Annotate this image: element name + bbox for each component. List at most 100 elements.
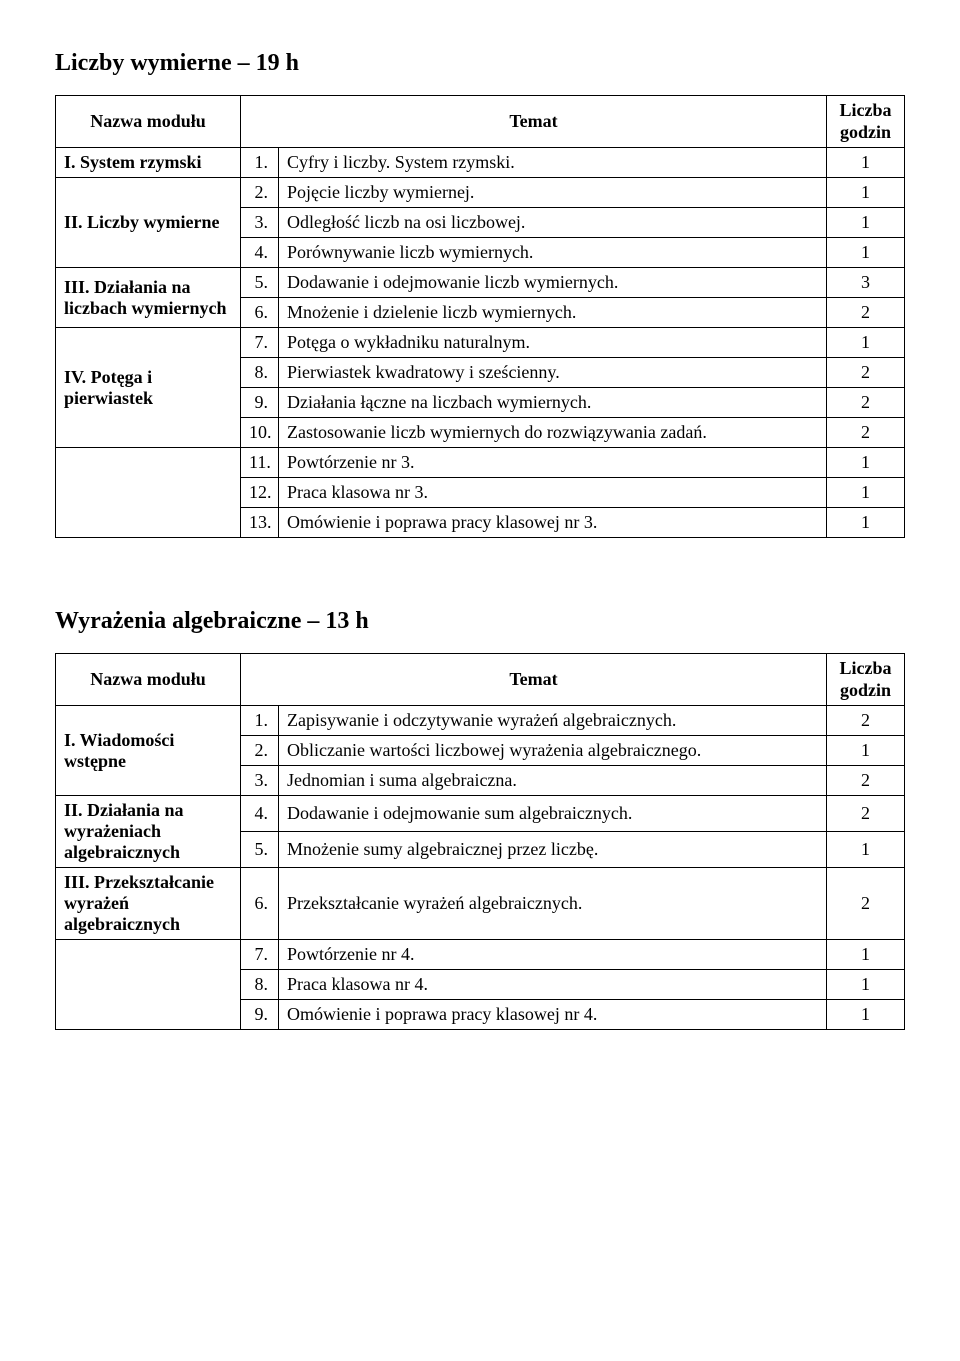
cell-module: III. Przekształcanie wyrażeń algebraiczn… [56, 868, 241, 940]
cell-hours: 1 [827, 238, 905, 268]
cell-module: I. System rzymski [56, 148, 241, 178]
section-1-title: Liczby wymierne – 19 h [55, 50, 905, 77]
cell-topic: Praca klasowa nr 4. [279, 970, 827, 1000]
cell-hours: 1 [827, 178, 905, 208]
cell-hours: 2 [827, 868, 905, 940]
cell-number: 8. [241, 358, 279, 388]
cell-hours: 2 [827, 706, 905, 736]
table-row: II. Liczby wymierne2.Pojęcie liczby wymi… [56, 178, 905, 208]
cell-number: 6. [241, 868, 279, 940]
cell-topic: Zastosowanie liczb wymiernych do rozwiąz… [279, 418, 827, 448]
cell-hours: 1 [827, 736, 905, 766]
cell-number: 3. [241, 766, 279, 796]
section-2-title: Wyrażenia algebraiczne – 13 h [55, 608, 905, 635]
cell-topic: Przekształcanie wyrażeń algebraicznych. [279, 868, 827, 940]
cell-topic: Odległość liczb na osi liczbowej. [279, 208, 827, 238]
th-module: Nazwa modułu [56, 654, 241, 706]
table-row: I. System rzymski1.Cyfry i liczby. Syste… [56, 148, 905, 178]
table-2-header-row: Nazwa modułu Temat Liczba godzin [56, 654, 905, 706]
cell-number: 5. [241, 268, 279, 298]
cell-hours: 1 [827, 940, 905, 970]
table-row: IV. Potęga i pierwiastek7.Potęga o wykła… [56, 328, 905, 358]
cell-topic: Cyfry i liczby. System rzymski. [279, 148, 827, 178]
cell-module: II. Liczby wymierne [56, 178, 241, 268]
cell-hours: 1 [827, 448, 905, 478]
cell-topic: Omówienie i poprawa pracy klasowej nr 4. [279, 1000, 827, 1030]
cell-number: 13. [241, 508, 279, 538]
table-row: 11.Powtórzenie nr 3.1 [56, 448, 905, 478]
cell-topic: Omówienie i poprawa pracy klasowej nr 3. [279, 508, 827, 538]
th-hours-l1: Liczba [840, 100, 892, 120]
cell-module [56, 448, 241, 538]
cell-hours: 1 [827, 478, 905, 508]
cell-number: 3. [241, 208, 279, 238]
cell-hours: 1 [827, 832, 905, 868]
cell-number: 6. [241, 298, 279, 328]
section-2: Wyrażenia algebraiczne – 13 h Nazwa modu… [55, 608, 905, 1030]
cell-hours: 1 [827, 148, 905, 178]
cell-topic: Powtórzenie nr 4. [279, 940, 827, 970]
th-hours-l2: godzin [840, 122, 891, 142]
cell-topic: Jednomian i suma algebraiczna. [279, 766, 827, 796]
cell-hours: 1 [827, 508, 905, 538]
section-1: Liczby wymierne – 19 h Nazwa modułu Tema… [55, 50, 905, 538]
table-1-header-row: Nazwa modułu Temat Liczba godzin [56, 96, 905, 148]
cell-topic: Mnożenie i dzielenie liczb wymiernych. [279, 298, 827, 328]
cell-topic: Zapisywanie i odczytywanie wyrażeń algeb… [279, 706, 827, 736]
cell-topic: Działania łączne na liczbach wymiernych. [279, 388, 827, 418]
cell-number: 7. [241, 940, 279, 970]
cell-topic: Dodawanie i odejmowanie sum algebraiczny… [279, 796, 827, 832]
cell-topic: Mnożenie sumy algebraicznej przez liczbę… [279, 832, 827, 868]
th-topic: Temat [241, 96, 827, 148]
cell-topic: Potęga o wykładniku naturalnym. [279, 328, 827, 358]
cell-number: 8. [241, 970, 279, 1000]
cell-topic: Praca klasowa nr 3. [279, 478, 827, 508]
cell-topic: Dodawanie i odejmowanie liczb wymiernych… [279, 268, 827, 298]
th-hours: Liczba godzin [827, 654, 905, 706]
table-2-body: I. Wiadomości wstępne1.Zapisywanie i odc… [56, 706, 905, 1030]
table-row: I. Wiadomości wstępne1.Zapisywanie i odc… [56, 706, 905, 736]
cell-hours: 1 [827, 970, 905, 1000]
cell-number: 4. [241, 238, 279, 268]
table-row: III. Działania na liczbach wymiernych5.D… [56, 268, 905, 298]
table-1-body: I. System rzymski1.Cyfry i liczby. Syste… [56, 148, 905, 538]
cell-module: III. Działania na liczbach wymiernych [56, 268, 241, 328]
cell-number: 9. [241, 388, 279, 418]
th-hours-l1: Liczba [840, 658, 892, 678]
table-row: III. Przekształcanie wyrażeń algebraiczn… [56, 868, 905, 940]
cell-module: IV. Potęga i pierwiastek [56, 328, 241, 448]
cell-number: 2. [241, 736, 279, 766]
cell-number: 10. [241, 418, 279, 448]
cell-module: I. Wiadomości wstępne [56, 706, 241, 796]
section-gap [55, 538, 905, 608]
cell-topic: Pierwiastek kwadratowy i sześcienny. [279, 358, 827, 388]
cell-hours: 2 [827, 418, 905, 448]
cell-hours: 1 [827, 328, 905, 358]
table-row: II. Działania na wyrażeniach algebraiczn… [56, 796, 905, 832]
th-topic: Temat [241, 654, 827, 706]
cell-number: 11. [241, 448, 279, 478]
th-hours: Liczba godzin [827, 96, 905, 148]
cell-hours: 2 [827, 358, 905, 388]
th-hours-l2: godzin [840, 680, 891, 700]
cell-number: 5. [241, 832, 279, 868]
cell-number: 9. [241, 1000, 279, 1030]
cell-number: 1. [241, 706, 279, 736]
th-module: Nazwa modułu [56, 96, 241, 148]
cell-hours: 2 [827, 766, 905, 796]
cell-topic: Powtórzenie nr 3. [279, 448, 827, 478]
cell-number: 2. [241, 178, 279, 208]
cell-number: 4. [241, 796, 279, 832]
cell-hours: 1 [827, 208, 905, 238]
cell-module: II. Działania na wyrażeniach algebraiczn… [56, 796, 241, 868]
cell-hours: 2 [827, 796, 905, 832]
table-2: Nazwa modułu Temat Liczba godzin I. Wiad… [55, 653, 905, 1030]
cell-topic: Obliczanie wartości liczbowej wyrażenia … [279, 736, 827, 766]
cell-module [56, 940, 241, 1030]
cell-number: 7. [241, 328, 279, 358]
table-1: Nazwa modułu Temat Liczba godzin I. Syst… [55, 95, 905, 538]
cell-topic: Porównywanie liczb wymiernych. [279, 238, 827, 268]
cell-number: 1. [241, 148, 279, 178]
cell-hours: 1 [827, 1000, 905, 1030]
cell-hours: 3 [827, 268, 905, 298]
